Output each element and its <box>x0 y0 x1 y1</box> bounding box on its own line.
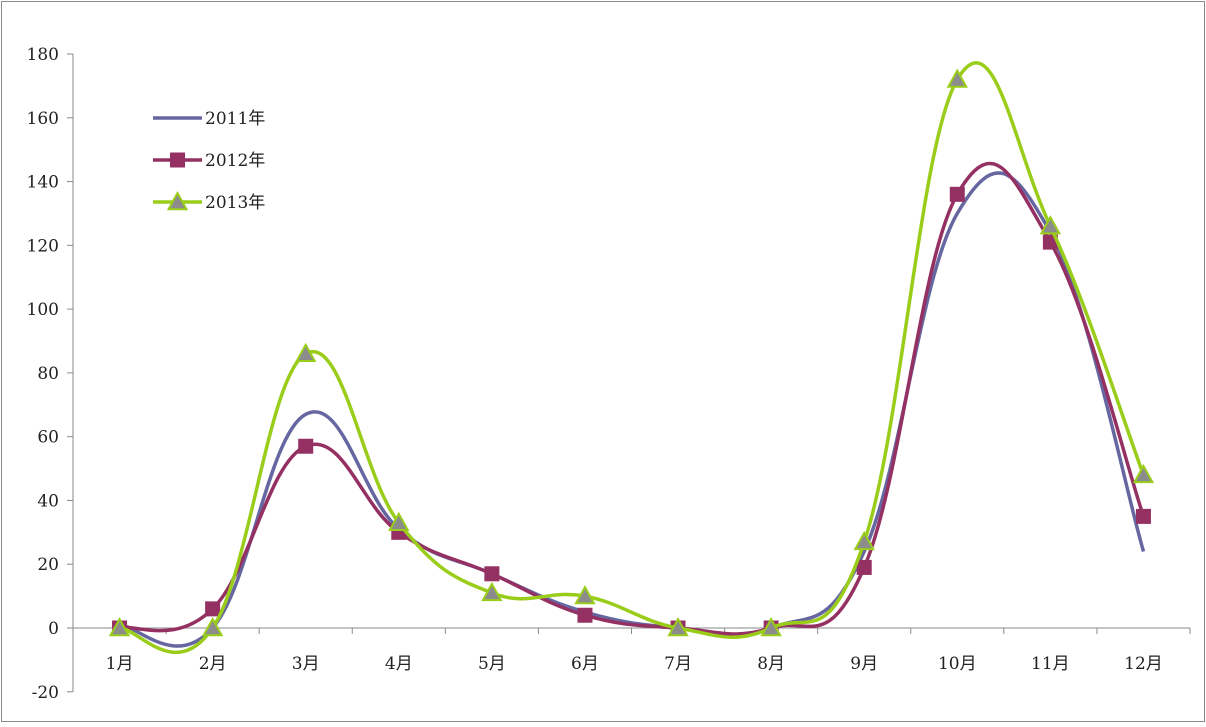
data-point <box>295 342 317 362</box>
x-tick-label: 6月 <box>571 654 599 674</box>
data-point <box>949 186 965 202</box>
data-point <box>574 585 596 605</box>
x-tick-label: 1月 <box>106 654 134 674</box>
y-tick-label: 100 <box>27 300 59 320</box>
y-tick-label: 120 <box>27 236 59 256</box>
data-point <box>760 616 782 637</box>
x-tick-label: 3月 <box>292 654 320 674</box>
x-tick-label: 5月 <box>478 654 506 674</box>
y-tick-label: 0 <box>48 619 59 639</box>
x-tick-label: 7月 <box>664 654 692 674</box>
legend-item: 2012年 <box>153 151 265 171</box>
data-point <box>1132 463 1155 484</box>
series-layer <box>108 61 1155 654</box>
data-point <box>667 616 689 637</box>
data-point <box>298 438 314 454</box>
data-point <box>388 511 410 531</box>
legend-label: 2011年 <box>205 109 265 129</box>
legend-item: 2013年 <box>153 190 265 213</box>
data-point <box>484 566 500 582</box>
legend-marker <box>170 152 185 168</box>
legend-label: 2012年 <box>205 151 265 171</box>
x-tick-label: 9月 <box>850 654 878 674</box>
data-point <box>946 68 968 88</box>
y-tick-label: 20 <box>37 555 59 575</box>
y-tick-label: 160 <box>27 109 59 129</box>
y-tick-label: 80 <box>37 364 59 384</box>
y-tick-label: 40 <box>37 491 59 511</box>
legend: 2011年 2012年 2013年 <box>153 109 265 213</box>
data-point <box>1039 215 1062 235</box>
x-tick-label: 12月 <box>1124 654 1163 674</box>
y-tick-label: 180 <box>27 45 59 65</box>
data-point <box>577 607 593 623</box>
data-point <box>201 616 224 637</box>
y-tick-label: 60 <box>37 428 59 448</box>
legend-label: 2013年 <box>205 193 265 213</box>
data-point <box>853 530 875 551</box>
legend-marker <box>166 190 189 211</box>
axes: -20 0 20 40 60 80 100 120 140 160 180 1月 2月 3月 4月 5月 6月 7… <box>27 45 1191 703</box>
series-3 <box>108 61 1155 654</box>
data-point <box>205 601 221 617</box>
data-point <box>856 559 872 575</box>
x-tick-label: 11月 <box>1031 654 1070 674</box>
legend-item: 2011年 <box>153 109 265 129</box>
x-tick-label: 4月 <box>385 654 413 674</box>
data-point <box>481 581 503 602</box>
y-tick-label: 140 <box>27 173 59 193</box>
y-tick-label: -20 <box>32 683 59 703</box>
x-tick-label: 2月 <box>199 654 227 674</box>
x-tick-label: 8月 <box>757 654 785 674</box>
data-point <box>1135 508 1151 524</box>
data-point <box>108 616 131 637</box>
x-tick-label: 10月 <box>938 654 977 674</box>
